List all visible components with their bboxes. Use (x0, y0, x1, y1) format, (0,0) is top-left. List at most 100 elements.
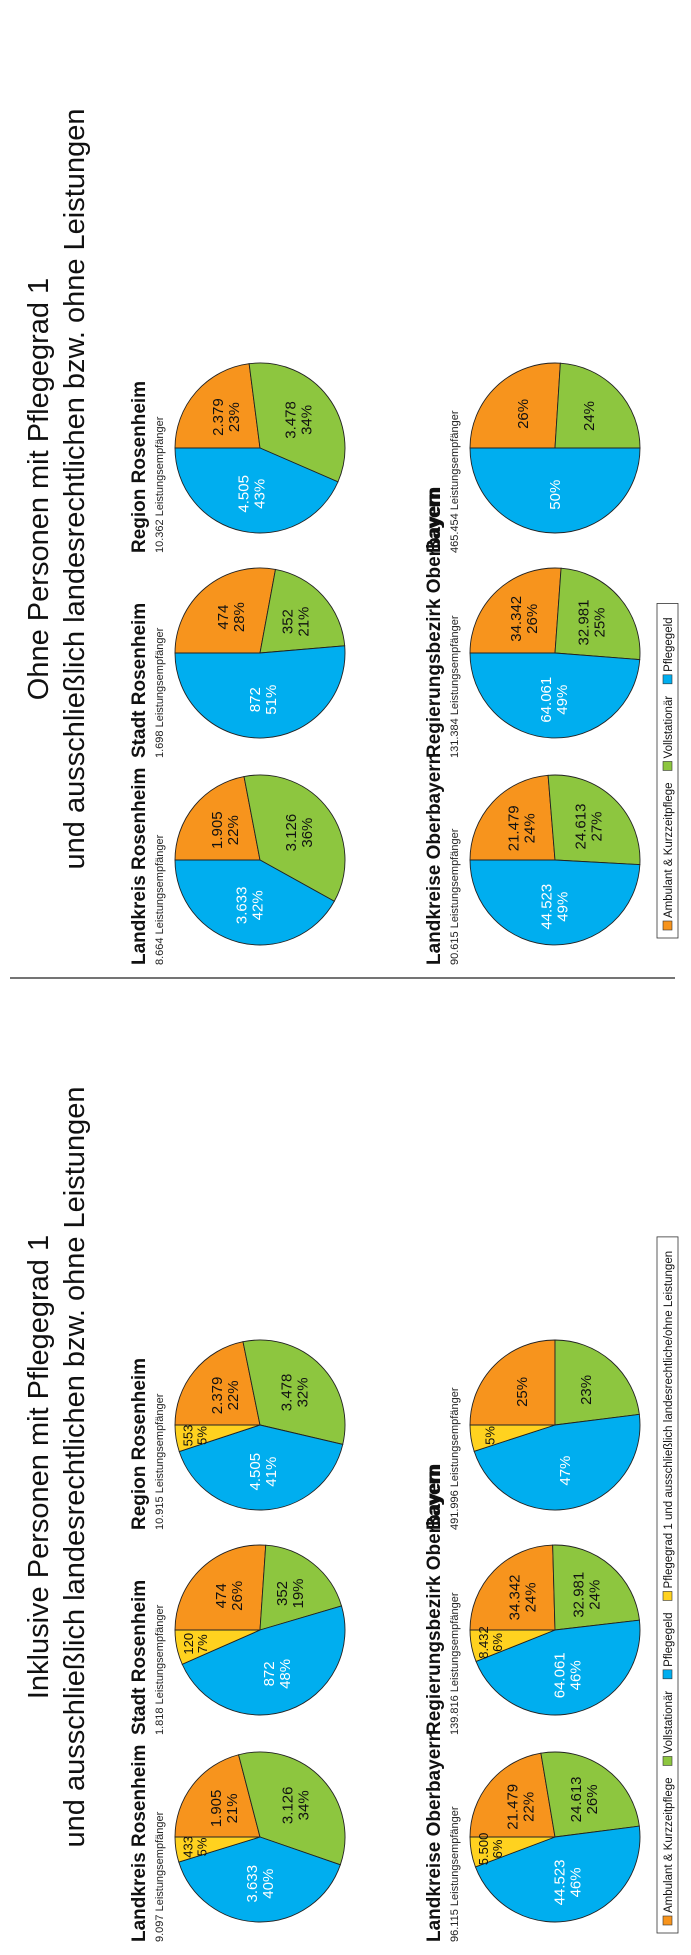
slice-value-label: 3.633 (233, 887, 250, 925)
pie-chart-group: Landkreis Rosenheim 9.097 Leistungsempfän… (129, 1339, 641, 1942)
slice-value-label: 21.479 (504, 1784, 521, 1830)
pie-slice-ambulant-kurzzeitpflege (174, 775, 261, 861)
pie-slice-pflegegeld (474, 1825, 641, 1923)
pie-slice-ambulant-kurzzeitpflege (174, 1341, 261, 1426)
legend-label: Pflegegrad 1 und ausschließlich landesre… (663, 1251, 675, 1589)
panel-title-line-1: Ohne Personen mit Pflegegrad 1 (23, 278, 55, 700)
pie-slice-vollstationaer (259, 568, 346, 654)
slice-value-label: 4.505 (247, 1453, 264, 1491)
legend-label: Vollstationär (663, 1691, 675, 1754)
legend-item-ambulant-kurzzeitpflege: Ambulant & Kurzzeitpflege (662, 1777, 675, 1926)
slice-value-label: 433 (180, 1836, 195, 1858)
legend-swatch (662, 1915, 673, 1926)
pie-slice-ambulant-kurzzeitpflege (174, 567, 277, 654)
pie-slice-vollstationaer (248, 362, 346, 483)
pie-subtitle: 139.816 Leistungsempfänger (449, 1592, 461, 1735)
pie-slice-vollstationaer (259, 1544, 343, 1631)
slice-value-label: 872 (247, 687, 264, 712)
pie-title: Stadt Rosenheim (129, 603, 150, 758)
pie-slice-vollstationaer (242, 1339, 346, 1445)
slice-value-label: 2.379 (210, 398, 227, 436)
legend-item-vollstationaer: Vollstationär (662, 696, 675, 771)
slice-percent-label: 25% (591, 607, 608, 637)
pie-subtitle: 96.115 Leistungsempfänger (449, 1806, 461, 1942)
slice-percent-label: 26% (229, 1581, 246, 1611)
legend: Ambulant & Kurzzeitpflege Vollstationär Pf… (656, 603, 679, 939)
pie-slice-pflegegeld (174, 645, 346, 739)
pie-slice-vollstationaer (238, 1751, 346, 1866)
pie-title: Landkreis Rosenheim (129, 1745, 150, 1942)
legend-swatch (662, 761, 673, 771)
slice-percent-label: 24% (523, 1582, 540, 1612)
legend-frame (656, 603, 679, 939)
legend-item-pflegegeld: Pflegegeld (662, 1612, 675, 1680)
slice-value-label: 872 (261, 1661, 278, 1686)
slice-value-label: 474 (213, 1583, 230, 1608)
slice-value-label: 64.061 (538, 677, 555, 723)
slice-percent-label: 26% (584, 1784, 601, 1814)
legend-swatch (662, 674, 673, 685)
panel-title-line-1: Inklusive Personen mit Pflegegrad 1 (23, 1235, 55, 1699)
pie-title: Region Rosenheim (129, 1358, 150, 1530)
slice-value-label: 3.478 (282, 401, 299, 439)
pie-bayern: Bayern 465.454 Leistungsempfänger 26% 24% 50… (424, 362, 641, 553)
legend-item-pflegegeld: Pflegegeld (662, 617, 675, 685)
slice-percent-label: 50% (547, 480, 564, 510)
slice-value-label: 44.523 (539, 884, 556, 930)
slice-percent-label: 47% (557, 1456, 574, 1486)
pie-subtitle: 1.698 Leistungsempfänger (154, 627, 166, 758)
slice-percent-label: 51% (263, 685, 280, 715)
slice-percent-label: 46% (567, 1867, 584, 1897)
pie-slice-ambulant-kurzzeitpflege (469, 362, 561, 449)
slice-value-label: 553 (181, 1425, 196, 1447)
slice-percent-label: 22% (520, 1792, 537, 1822)
pie-slice-pflegegeld (181, 1605, 346, 1716)
pie-title: Regierungsbezirk Oberbayern (424, 487, 445, 758)
pie-subtitle: 10.362 Leistungsempfänger (154, 416, 166, 553)
pie-slice-pflegegeld (178, 1424, 344, 1511)
slice-percent-label: 6% (490, 1839, 505, 1858)
slice-percent-label: 26% (515, 399, 532, 429)
panel-ohne: Ohne Personen mit Pflegegrad 1 und aussc… (23, 109, 679, 965)
slice-percent-label: 41% (263, 1457, 280, 1487)
slice-percent-label: 6% (490, 1633, 505, 1652)
panel-title-line-2: und ausschließlich landesrechtlichen bzw… (59, 109, 91, 870)
pie-slice-vollstationaer (243, 774, 346, 902)
pie-stadt-rosenheim: Stadt Rosenheim 1.818 Leistungsempfänger 4… (129, 1544, 346, 1735)
pie-subtitle: 465.454 Leistungsempfänger (449, 410, 461, 553)
slice-value-label: 3.633 (244, 1865, 261, 1903)
pie-slice-pflegegrad-1 (174, 1424, 261, 1453)
pie-slice-pflegegeld (475, 1619, 641, 1716)
slice-value-label: 2.379 (209, 1377, 226, 1415)
slice-percent-label: 43% (252, 479, 269, 509)
slice-percent-label: 5% (194, 1837, 209, 1856)
slice-value-label: 32.981 (575, 600, 592, 646)
slice-value-label: 120 (181, 1633, 196, 1655)
pie-slice-vollstationaer (554, 1339, 640, 1426)
slice-value-label: 64.061 (552, 1652, 569, 1698)
pie-subtitle: 9.097 Leistungsempfänger (154, 1811, 166, 1942)
pie-slice-pflegegrad-1 (469, 1424, 556, 1452)
pie-slice-pflegegrad-1 (174, 1629, 261, 1665)
pie-title: Landkreise Oberbayern (424, 753, 445, 965)
pie-region-rosenheim: Region Rosenheim 10.915 Leistungsempfänge… (129, 1339, 346, 1530)
pie-slice-pflegegeld (174, 447, 339, 534)
slice-value-label: 34.342 (507, 1574, 524, 1620)
slice-value-label: 352 (280, 609, 297, 634)
pie-subtitle: 10.915 Leistungsempfänger (154, 1393, 166, 1530)
pie-slice-pflegegeld (174, 859, 335, 946)
slice-value-label: 3.126 (283, 814, 300, 852)
slice-value-label: 8.432 (476, 1626, 491, 1659)
pie-slice-pflegegeld (178, 1836, 341, 1923)
pie-slice-vollstationaer (554, 362, 641, 449)
slice-percent-label: 22% (225, 815, 242, 845)
slice-percent-label: 34% (295, 1790, 312, 1820)
pie-slice-pflegegeld (469, 859, 641, 946)
slice-percent-label: 34% (298, 405, 315, 435)
pie-landkreise-oberbayern: Landkreise Oberbayern 90.615 Leistungsemp… (424, 753, 641, 965)
slice-percent-label: 46% (568, 1660, 585, 1690)
legend-label: Vollstationär (663, 696, 675, 759)
slice-percent-label: 40% (260, 1869, 277, 1899)
slice-percent-label: 23% (226, 402, 243, 432)
